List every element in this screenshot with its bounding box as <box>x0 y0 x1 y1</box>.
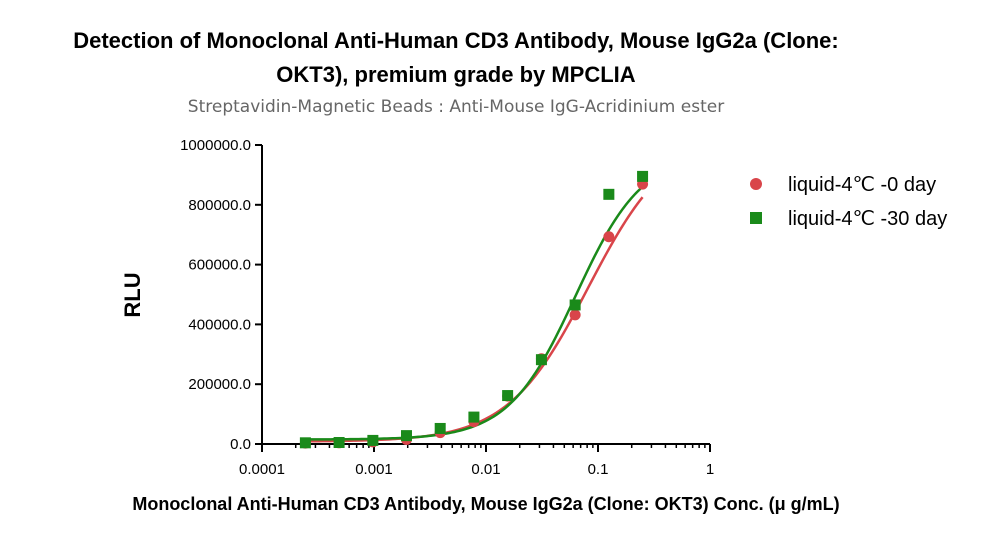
y-tick-label: 200000.0 <box>188 376 251 393</box>
y-tick-label: 600000.0 <box>188 257 251 274</box>
y-tick-label: 800000.0 <box>188 197 251 214</box>
fit-curve <box>305 196 644 443</box>
data-point <box>569 309 581 321</box>
x-tick-label: 0.001 <box>355 461 393 478</box>
chart-title-line-2: OKT3), premium grade by MPCLIA <box>276 62 635 87</box>
x-tick-label: 0.1 <box>588 461 609 478</box>
legend-label: liquid-4℃ -0 day <box>788 174 936 196</box>
y-axis-label: RLU <box>120 272 145 317</box>
data-point <box>569 299 581 311</box>
fit-curve <box>305 185 644 441</box>
x-tick-label: 0.0001 <box>239 461 285 478</box>
legend-label: liquid-4℃ -30 day <box>788 208 947 230</box>
legend: liquid-4℃ -0 day liquid-4℃ -30 day <box>750 174 947 230</box>
y-tick-label: 400000.0 <box>188 316 251 333</box>
data-point <box>637 170 649 182</box>
data-point <box>468 411 480 423</box>
data-point <box>367 434 379 446</box>
x-tick-label: 0.01 <box>471 461 500 478</box>
legend-marker <box>750 212 762 224</box>
data-point <box>434 422 446 434</box>
chart-title-line-1: Detection of Monoclonal Anti-Human CD3 A… <box>73 28 839 53</box>
data-point <box>535 354 547 366</box>
data-point <box>299 437 311 449</box>
data-point <box>333 437 345 449</box>
legend-marker <box>750 178 762 190</box>
chart-subtitle: Streptavidin-Magnetic Beads : Anti-Mouse… <box>188 97 724 117</box>
data-point <box>400 430 412 442</box>
data-point <box>603 231 615 243</box>
data-point <box>502 390 514 402</box>
y-tick-label: 0.0 <box>230 436 251 453</box>
y-tick-label: 1000000.0 <box>180 137 251 154</box>
x-tick-label: 1 <box>706 461 714 478</box>
plot-area: 0.0 200000.0 400000.0 600000.0 800000.0 10000… <box>180 137 714 478</box>
data-point <box>603 188 615 200</box>
x-axis-label: Monoclonal Anti-Human CD3 Antibody, Mous… <box>132 494 839 514</box>
